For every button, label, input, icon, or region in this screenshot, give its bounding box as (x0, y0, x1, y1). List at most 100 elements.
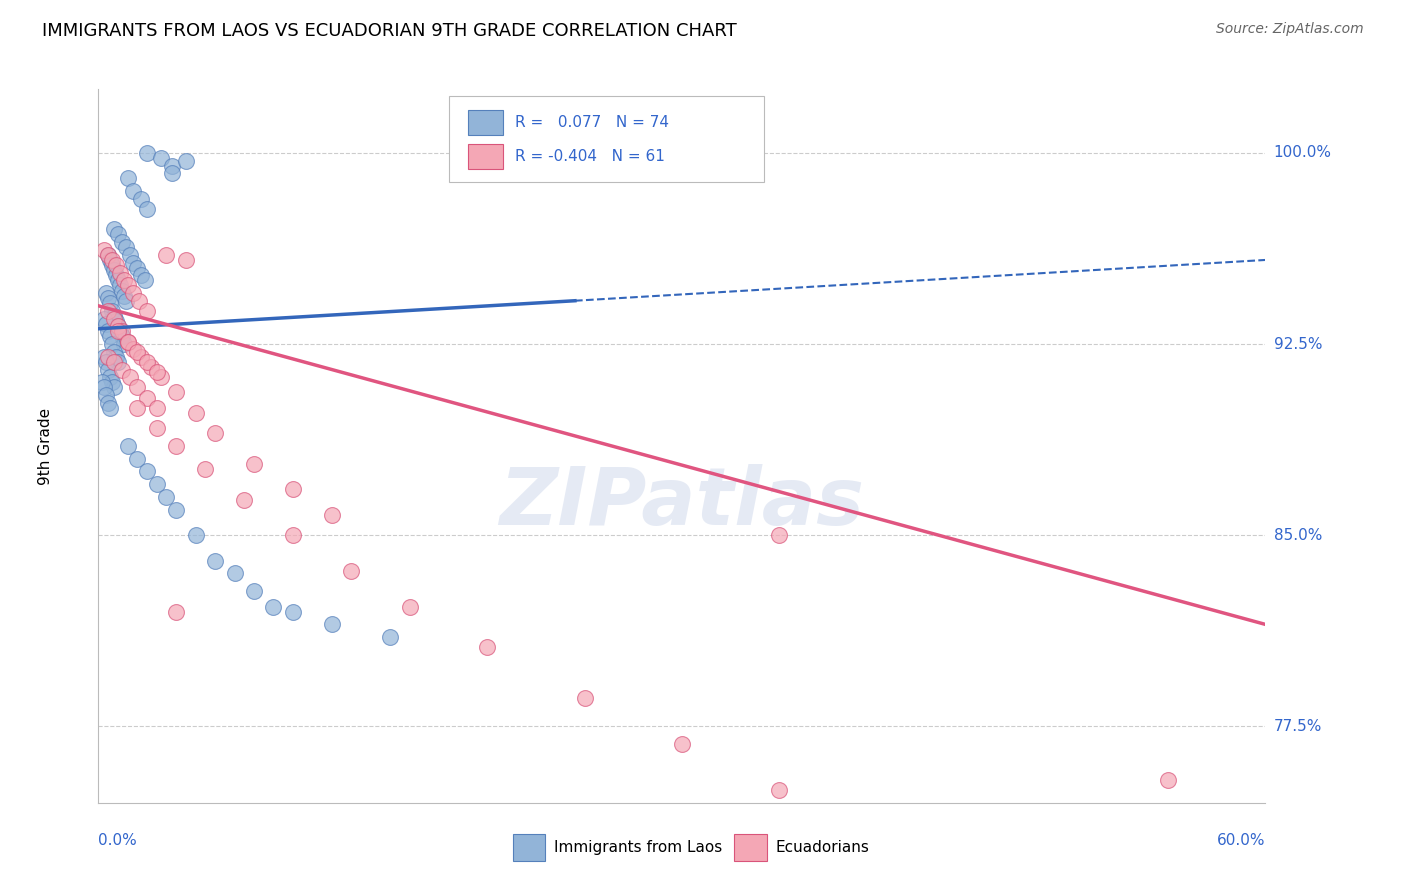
Point (104, 350, 127, 364)
Point (101, 376, 124, 390)
Point (93, 243, 115, 257)
Point (117, 439, 139, 453)
Point (111, 284, 134, 298)
Point (97, 248, 120, 262)
Text: Source: ZipAtlas.com: Source: ZipAtlas.com (1216, 22, 1364, 37)
Point (136, 145, 159, 160)
Bar (513, 834, 546, 862)
Point (103, 222, 125, 236)
Point (321, 617, 343, 632)
Point (1157, 772, 1180, 787)
Bar (734, 834, 768, 862)
Point (671, 737, 693, 751)
Point (865, 819, 887, 833)
Point (103, 309, 125, 323)
Point (91, 376, 114, 390)
Point (122, 255, 145, 269)
Point (114, 293, 136, 308)
Point (107, 355, 129, 369)
Point (107, 319, 129, 334)
Point (165, 385, 187, 400)
Point (155, 248, 177, 262)
Point (139, 359, 162, 374)
Point (104, 314, 127, 328)
Text: Immigrants from Laos: Immigrants from Laos (554, 840, 721, 855)
Point (97, 362, 120, 376)
Point (108, 266, 131, 280)
Point (162, 159, 184, 173)
Point (117, 171, 139, 186)
Text: R =   0.077   N = 74: R = 0.077 N = 74 (515, 115, 669, 130)
Point (97, 291, 120, 305)
Point (768, 528, 790, 542)
Point (108, 324, 131, 338)
Point (378, 630, 402, 644)
Point (129, 350, 152, 364)
Point (574, 691, 596, 706)
Point (103, 263, 125, 277)
Point (101, 252, 124, 267)
Point (118, 248, 141, 262)
Point (136, 391, 159, 405)
Point (107, 324, 129, 338)
Point (97, 350, 120, 364)
Point (93, 311, 115, 326)
Point (112, 288, 135, 302)
Point (204, 426, 226, 441)
Point (127, 380, 149, 394)
Point (98, 329, 121, 343)
Point (129, 268, 152, 283)
Point (98, 296, 121, 310)
Point (262, 599, 284, 614)
Point (96, 388, 118, 402)
Point (321, 508, 343, 522)
Point (112, 273, 135, 287)
Point (127, 344, 149, 359)
Point (111, 362, 134, 376)
Point (98, 401, 121, 415)
Point (146, 365, 169, 379)
Point (768, 783, 790, 797)
Point (117, 334, 139, 349)
Text: 77.5%: 77.5% (1274, 719, 1322, 734)
Point (98, 370, 121, 384)
Point (127, 260, 149, 275)
Point (146, 421, 169, 435)
Text: 9th Grade: 9th Grade (38, 408, 53, 484)
Point (204, 554, 226, 568)
Point (136, 465, 159, 479)
Text: Ecuadorians: Ecuadorians (775, 840, 869, 855)
Bar (468, 144, 503, 169)
Text: R = -0.404   N = 61: R = -0.404 N = 61 (515, 149, 665, 164)
Point (117, 278, 139, 293)
Point (281, 528, 304, 542)
Point (111, 324, 134, 338)
Point (165, 502, 187, 516)
Point (111, 329, 134, 343)
Point (101, 337, 124, 351)
Point (146, 477, 169, 491)
Point (107, 273, 129, 287)
Point (129, 192, 152, 206)
Point (104, 258, 127, 272)
Point (96, 355, 118, 369)
Point (96, 286, 118, 301)
Point (1060, 885, 1083, 892)
Point (136, 355, 159, 369)
Point (107, 319, 129, 334)
Point (194, 462, 217, 476)
Point (97, 324, 120, 338)
Point (398, 599, 420, 614)
Point (128, 293, 150, 308)
Point (93, 350, 115, 364)
Point (174, 153, 197, 168)
Point (101, 258, 124, 272)
Point (281, 605, 304, 619)
Point (243, 457, 266, 471)
Point (155, 490, 177, 504)
Bar (468, 110, 503, 136)
Point (146, 401, 169, 415)
Point (112, 337, 135, 351)
Point (136, 202, 159, 216)
Point (184, 406, 207, 420)
